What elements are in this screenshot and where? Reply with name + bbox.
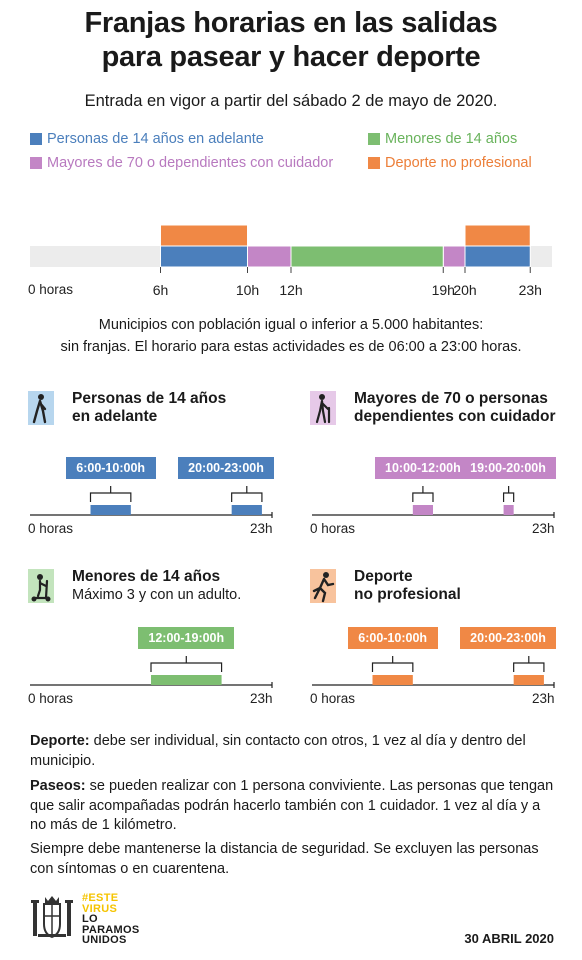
seguridad-paragraph: Siempre debe mantenerse la distancia de … [30, 841, 539, 877]
panel-bar [412, 505, 433, 515]
legend-label: Personas de 14 años en adelante [47, 131, 264, 147]
title-line-1: Franjas horarias en las salidas [84, 7, 498, 39]
panel-title-line-2: en adelante [72, 408, 158, 425]
paseos-text: se pueden realizar con 1 persona convivi… [30, 778, 554, 833]
timeline-bar-blue-0 [160, 245, 248, 268]
legend-swatch-purple [30, 157, 42, 169]
main-tick-label: 19h [431, 282, 455, 298]
panel-axis-end-label: 23h [532, 521, 555, 536]
logo-line-2: VIRUS [82, 902, 118, 915]
panel-chart-adultos [30, 486, 273, 518]
panel-bar [90, 505, 131, 515]
legend-item-children: Menores de 14 años [368, 131, 517, 147]
paseos-label: Paseos: [30, 778, 86, 794]
main-tick-label: 20h [453, 282, 477, 298]
panel-bracket [150, 656, 223, 672]
child-scooter-icon [28, 569, 54, 603]
panel-axis-start-label: 0 horas [310, 521, 356, 536]
panel-title-block: Menores de 14 años Máximo 3 y con un adul… [72, 568, 241, 604]
panel-bracket [412, 486, 434, 502]
time-range-tag: 6:00-10:00h [65, 457, 156, 479]
publication-date: 30 ABRIL 2020 [464, 931, 554, 946]
panel-bar [503, 505, 514, 515]
main-tick-label: 12h [279, 282, 303, 298]
legend-item-sport: Deporte no profesional [368, 155, 532, 171]
timeline-bar-green-0 [290, 245, 444, 268]
panel-bracket [89, 486, 132, 502]
panel-title-line-2: dependientes con cuidador [354, 408, 556, 425]
legend-swatch-green [368, 133, 380, 145]
legend-item-elderly: Mayores de 70 o dependientes con cuidado… [30, 155, 333, 171]
panel-axis-end-label: 23h [532, 691, 555, 706]
legend-label: Deporte no profesional [385, 155, 532, 171]
legend-swatch-orange [368, 157, 380, 169]
subtitle: Entrada en vigor a partir del sábado 2 d… [84, 92, 498, 110]
panel-bracket [513, 656, 545, 672]
panel-subtitle: Máximo 3 y con un adulto. [72, 587, 242, 603]
coat-of-arms-icon [30, 894, 74, 944]
main-tick-label: 10h [235, 282, 260, 298]
panel-bracket [502, 486, 515, 502]
panel-title-block: Personas de 14 años en adelante [72, 390, 226, 426]
time-range-tag: 20:00-23:00h [460, 627, 556, 649]
time-range-tag: 10:00-12:00h [374, 457, 471, 479]
logo-line-4: PARAMOS [82, 923, 140, 936]
panel-title: Deporte [354, 568, 413, 585]
panel-bar [151, 675, 222, 685]
main-tick-label: 6h [152, 282, 169, 298]
main-tick-label: 0 horas [28, 282, 74, 297]
timeline-bar-orange-1 [464, 224, 531, 247]
logo-line-1: #ESTE [82, 892, 119, 904]
panel-title-block: Mayores de 70 o personas dependientes con… [354, 390, 556, 426]
este-virus-logo: #ESTE VIRUS LO PARAMOS UNIDOS [82, 893, 140, 946]
logo-line-5: UNIDOS [82, 934, 127, 946]
panel-bar [513, 675, 544, 685]
panel-chart-deporte [312, 656, 555, 688]
panel-axis-start-label: 0 horas [310, 691, 356, 706]
time-range-tag: 12:00-19:00h [138, 627, 235, 649]
panel-axis-end-label: 23h [250, 691, 273, 706]
panel-bar [231, 505, 262, 515]
deporte-label: Deporte: [30, 733, 90, 749]
main-timeline-chart [30, 224, 552, 273]
timeline-bar-blue-1 [464, 245, 531, 268]
deporte-text: debe ser individual, sin contacto con ot… [30, 733, 526, 769]
panel-title-block: Deporte no profesional [354, 568, 461, 604]
note-line-1: Municipios con población igual o inferio… [98, 317, 484, 333]
timeline-bar-orange-0 [160, 224, 248, 247]
title-line-2: para pasear y hacer deporte [101, 41, 481, 73]
panel-chart-menores [30, 656, 273, 688]
legend-swatch-blue [30, 133, 42, 145]
time-range-tag: 20:00-23:00h [178, 457, 274, 479]
time-range-tag: 19:00-20:00h [460, 457, 556, 479]
paseos-paragraph: Paseos: se pueden realizar con 1 persona… [30, 777, 560, 836]
timeline-bar-purple-0 [247, 245, 292, 268]
panel-axis-end-label: 23h [250, 521, 273, 536]
logo-line-3: LO [82, 913, 98, 925]
legend-label: Menores de 14 años [385, 131, 518, 147]
panel-title: Personas de 14 años [72, 390, 227, 407]
page-title: Franjas horarias en las salidas para pas… [0, 6, 582, 74]
note-line-2: sin franjas. El horario para estas activ… [60, 339, 522, 355]
deporte-paragraph: Deporte: debe ser individual, sin contac… [30, 732, 560, 771]
panel-bracket [231, 486, 263, 502]
walking-person-icon [28, 391, 54, 425]
small-municipalities-note: Municipios con población igual o inferio… [0, 314, 582, 358]
elderly-with-cane-icon [310, 391, 336, 425]
panel-bar [372, 675, 413, 685]
legend-item-adults: Personas de 14 años en adelante [30, 131, 264, 147]
timeline-bar-purple-1 [442, 245, 466, 268]
panel-title-line-2: no profesional [354, 586, 461, 603]
panel-chart-mayores [312, 486, 555, 518]
panel-title: Mayores de 70 o personas [354, 390, 548, 407]
panel-bracket [371, 656, 414, 672]
time-range-tag: 6:00-10:00h [347, 627, 438, 649]
main-tick-label: 23h [518, 282, 542, 298]
main-axis-labels: 0 horas 6h 10h 12h 19h 20h 23h [0, 282, 582, 302]
panel-axis-start-label: 0 horas [28, 691, 74, 706]
panel-title: Menores de 14 años [72, 568, 221, 585]
running-person-icon [310, 569, 336, 603]
legend-label: Mayores de 70 o dependientes con cuidado… [47, 155, 334, 171]
panel-axis-start-label: 0 horas [28, 521, 74, 536]
